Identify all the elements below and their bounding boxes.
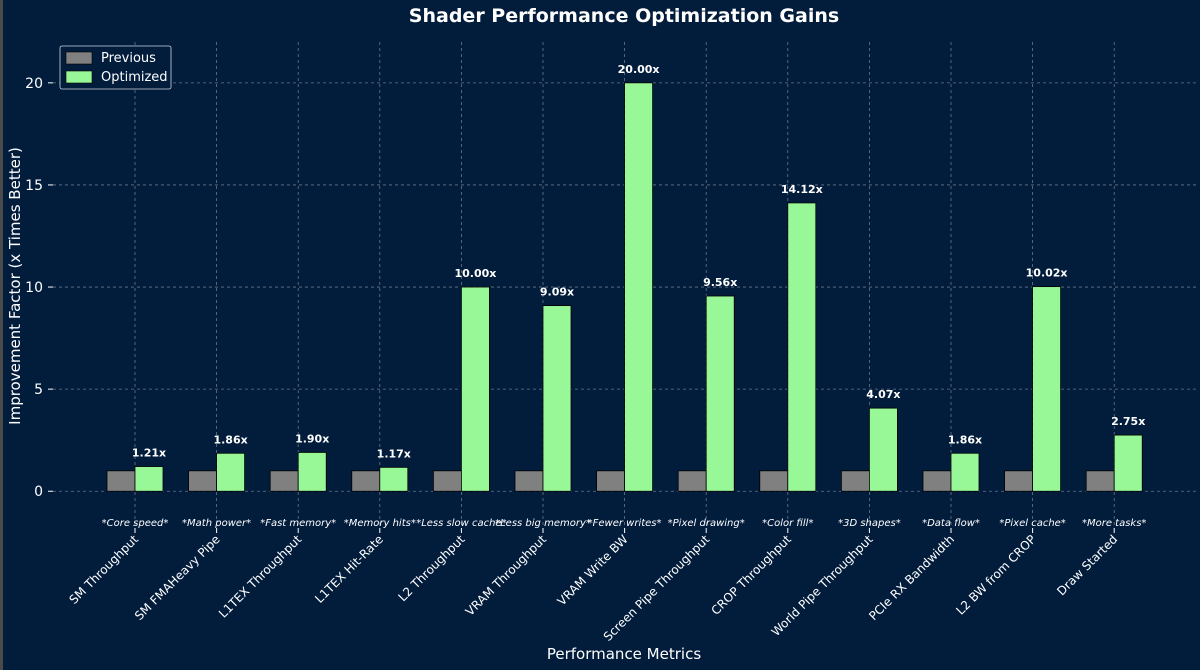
data-label-l1tex-hit-rate: 1.17x — [377, 447, 411, 460]
annotation-pcie-rx-bandwidth: *Data flow* — [922, 518, 980, 529]
data-label-vram-throughput: 9.09x — [540, 286, 574, 299]
window-edge — [0, 0, 3, 670]
x-tick-label-crop-throughput: CROP Throughput — [708, 532, 794, 618]
data-label-pcie-rx-bandwidth: 1.86x — [948, 433, 982, 446]
y-axis-label: Improvement Factor (x Times Better) — [6, 147, 24, 425]
data-label-l2-throughput: 10.00x — [454, 267, 496, 280]
legend-label-previous: Previous — [101, 51, 156, 66]
bar-previous-world-pipe-throughput — [841, 470, 870, 492]
x-tick-label-sm-fmaheavy-pipe: SM FMAHeavy Pipe — [132, 532, 223, 623]
y-tick-label: 10 — [25, 280, 43, 296]
data-label-world-pipe-throughput: 4.07x — [866, 388, 900, 401]
y-tick-label: 5 — [34, 382, 43, 398]
bar-optimized-draw-started — [1113, 434, 1143, 492]
x-tick-label-draw-started: Draw Started — [1054, 532, 1120, 598]
annotation-sm-fmaheavy-pipe: *Math power* — [182, 518, 251, 529]
data-label-vram-write-bw: 20.00x — [618, 63, 660, 76]
x-tick-label-l2-bw-from-crop: L2 BW from CROP — [953, 532, 1038, 617]
bar-previous-l2-throughput — [432, 470, 462, 492]
data-label-crop-throughput: 14.12x — [781, 183, 823, 196]
bar-previous-l1tex-hit-rate — [351, 470, 381, 492]
bar-optimized-screen-pipe-throughput — [705, 295, 735, 492]
annotation-l2-bw-from-crop: *Pixel cache* — [999, 518, 1065, 529]
bar-optimized-vram-write-bw — [624, 82, 653, 492]
bar-optimized-vram-throughput — [542, 305, 572, 492]
bar-previous-vram-write-bw — [596, 470, 625, 492]
bar-previous-l2-bw-from-crop — [1004, 470, 1033, 492]
bar-optimized-pcie-rx-bandwidth — [950, 452, 980, 492]
bars-layer — [106, 82, 1143, 492]
bar-optimized-l1tex-hit-rate — [379, 466, 409, 492]
annotation-l1tex-throughput: *Fast memory* — [260, 518, 336, 529]
labels-layer: 1.21x *Core speed* SM Throughput 1.86x *Math… — [67, 63, 1147, 644]
annotation-sm-throughput: *Core speed* — [102, 518, 169, 529]
x-tick-label-sm-throughput: SM Throughput — [67, 532, 142, 607]
annotation-crop-throughput: *Color fill* — [762, 518, 813, 529]
bar-previous-crop-throughput — [759, 470, 789, 492]
y-tick-label: 0 — [34, 484, 43, 500]
x-tick-label-l1tex-throughput: L1TEX Throughput — [216, 532, 305, 621]
x-axis-label: Performance Metrics — [547, 645, 701, 663]
x-tick-label-pcie-rx-bandwidth: PCIe RX Bandwidth — [866, 532, 957, 623]
bar-optimized-sm-fmaheavy-pipe — [216, 452, 246, 492]
bar-previous-sm-throughput — [106, 470, 136, 492]
bar-previous-vram-throughput — [514, 470, 544, 492]
annotation-vram-write-bw: *Fewer writes* — [588, 518, 662, 529]
annotation-draw-started: *More tasks* — [1082, 518, 1146, 529]
annotation-l2-throughput: *Less slow cache* — [416, 518, 506, 529]
annotation-world-pipe-throughput: *3D shapes* — [838, 518, 901, 529]
bar-optimized-crop-throughput — [787, 202, 817, 492]
x-tick-label-l2-throughput: L2 Throughput — [396, 532, 468, 604]
annotation-screen-pipe-throughput: *Pixel drawing* — [668, 518, 745, 529]
y-tick-label: 20 — [25, 76, 43, 92]
bar-optimized-l2-throughput — [460, 286, 490, 492]
data-label-l1tex-throughput: 1.90x — [295, 432, 329, 445]
y-tick-label: 15 — [25, 178, 43, 194]
bar-optimized-l2-bw-from-crop — [1032, 286, 1061, 492]
x-tick-label-vram-write-bw: VRAM Write BW — [555, 532, 631, 608]
data-label-l2-bw-from-crop: 10.02x — [1026, 267, 1068, 280]
legend-swatch-optimized — [65, 70, 93, 84]
x-tick-label-vram-throughput: VRAM Throughput — [463, 532, 550, 619]
data-label-sm-fmaheavy-pipe: 1.86x — [213, 433, 247, 446]
x-tick-label-l1tex-hit-rate: L1TEX Hit-Rate — [312, 532, 386, 606]
bar-optimized-world-pipe-throughput — [869, 407, 898, 492]
bar-previous-l1tex-throughput — [269, 470, 299, 492]
chart-title: Shader Performance Optimization Gains — [409, 5, 839, 27]
bar-previous-draw-started — [1085, 470, 1115, 492]
bar-previous-sm-fmaheavy-pipe — [188, 470, 218, 492]
annotation-vram-throughput: *Less big memory* — [495, 518, 591, 529]
data-label-draw-started: 2.75x — [1111, 415, 1145, 428]
annotation-l1tex-hit-rate: *Memory hits* — [344, 518, 416, 529]
bar-optimized-sm-throughput — [134, 466, 164, 492]
bar-previous-pcie-rx-bandwidth — [922, 470, 952, 492]
legend-label-optimized: Optimized — [101, 70, 168, 85]
y-axis-ticks: 0 5 10 15 20 — [25, 76, 1115, 533]
bar-previous-screen-pipe-throughput — [677, 470, 707, 492]
data-label-sm-throughput: 1.21x — [132, 447, 166, 460]
legend-swatch-previous — [65, 51, 93, 65]
legend: Previous Optimized — [59, 45, 172, 90]
bar-optimized-l1tex-throughput — [297, 452, 327, 492]
data-label-screen-pipe-throughput: 9.56x — [703, 276, 737, 289]
